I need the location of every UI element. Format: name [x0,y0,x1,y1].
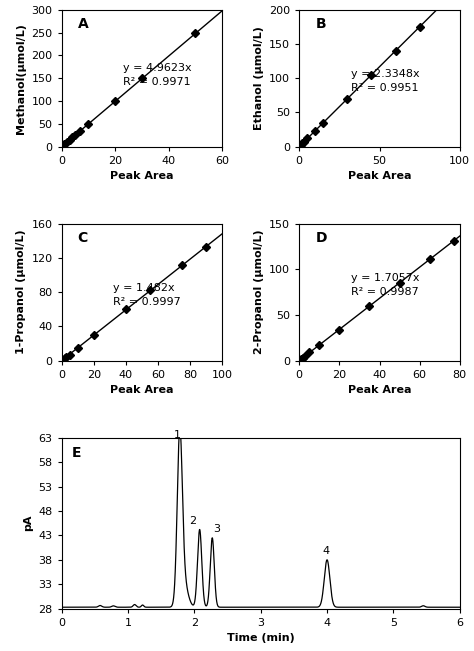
X-axis label: Peak Area: Peak Area [348,171,411,181]
Text: C: C [78,230,88,245]
Text: y = 1.482x
R² = 0.9997: y = 1.482x R² = 0.9997 [113,283,181,307]
Text: y = 1.7057x
R² = 0.9987: y = 1.7057x R² = 0.9987 [351,273,419,298]
X-axis label: Peak Area: Peak Area [110,171,173,181]
Y-axis label: pA: pA [23,515,33,531]
Text: y = 4.9623x
R² = 0.9971: y = 4.9623x R² = 0.9971 [123,63,191,87]
Text: B: B [315,17,326,31]
X-axis label: Peak Area: Peak Area [348,385,411,395]
Text: D: D [315,230,327,245]
Text: y = 2.3348x
R² = 0.9951: y = 2.3348x R² = 0.9951 [351,69,419,93]
X-axis label: Peak Area: Peak Area [110,385,173,395]
Y-axis label: Ethanol (μmol/L): Ethanol (μmol/L) [254,26,264,130]
Text: A: A [78,17,89,31]
Text: 3: 3 [213,524,220,534]
Text: 2: 2 [189,516,196,525]
Text: 4: 4 [322,546,329,556]
Y-axis label: 2-Propanol (μmol/L): 2-Propanol (μmol/L) [254,230,264,354]
X-axis label: Time (min): Time (min) [227,633,294,643]
Text: E: E [72,446,81,460]
Y-axis label: 1-Propanol (μmol/L): 1-Propanol (μmol/L) [16,230,26,354]
Text: 1: 1 [173,430,181,440]
Y-axis label: Methanol(μmol/L): Methanol(μmol/L) [16,23,26,133]
